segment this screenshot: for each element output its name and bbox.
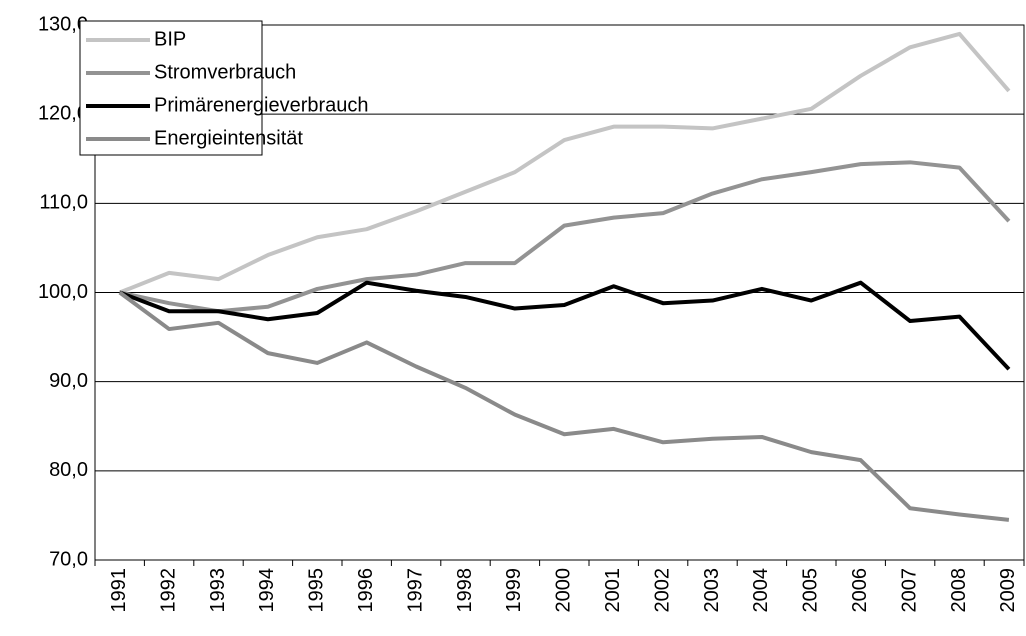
- y-tick-label: 120,0: [38, 102, 88, 124]
- x-tick-label: 1995: [306, 568, 328, 613]
- x-tick-label: 2003: [701, 568, 723, 613]
- y-tick-label: 110,0: [39, 192, 88, 214]
- x-tick-label: 1999: [503, 568, 525, 613]
- series-line: [118, 290, 1010, 522]
- legend-label: Stromverbrauch: [154, 61, 296, 83]
- x-tick-label: 1992: [157, 568, 179, 613]
- legend-label: Energieintensität: [154, 127, 303, 149]
- y-tick-label: 80,0: [49, 459, 88, 481]
- y-tick-label: 100,0: [38, 281, 88, 303]
- x-tick-label: 1997: [404, 568, 426, 613]
- x-tick-label: 1993: [207, 568, 229, 613]
- x-tick-label: 2007: [898, 568, 920, 613]
- x-tick-label: 1991: [108, 568, 130, 613]
- x-tick-label: 2009: [997, 568, 1019, 613]
- x-tick-label: 2002: [651, 568, 673, 613]
- x-tick-label: 2004: [750, 568, 772, 613]
- series-line: [118, 280, 1011, 371]
- series-line: [118, 31, 1011, 295]
- x-tick-label: 2001: [602, 568, 624, 613]
- x-tick-label: 1996: [355, 568, 377, 613]
- legend: BIP Stromverbrauch Primärenergieverbrauch E…: [79, 20, 369, 156]
- legend-box: [79, 20, 263, 156]
- x-tick-label: 2000: [553, 568, 575, 613]
- y-tick-label: 130,0: [38, 13, 88, 35]
- x-tick-label: 2008: [948, 568, 970, 613]
- x-tick-label: 1994: [256, 568, 278, 613]
- y-tick-label: 90,0: [49, 370, 88, 392]
- x-tick-label: 2005: [800, 568, 822, 613]
- y-tick-label: 70,0: [49, 548, 88, 570]
- x-tick-label: 1998: [454, 568, 476, 613]
- series-line: [119, 160, 1011, 314]
- plot-border: [94, 24, 1025, 561]
- legend-label: BIP: [154, 28, 186, 50]
- legend-label: Primärenergieverbrauch: [154, 94, 369, 116]
- x-tick-label: 2006: [849, 568, 871, 613]
